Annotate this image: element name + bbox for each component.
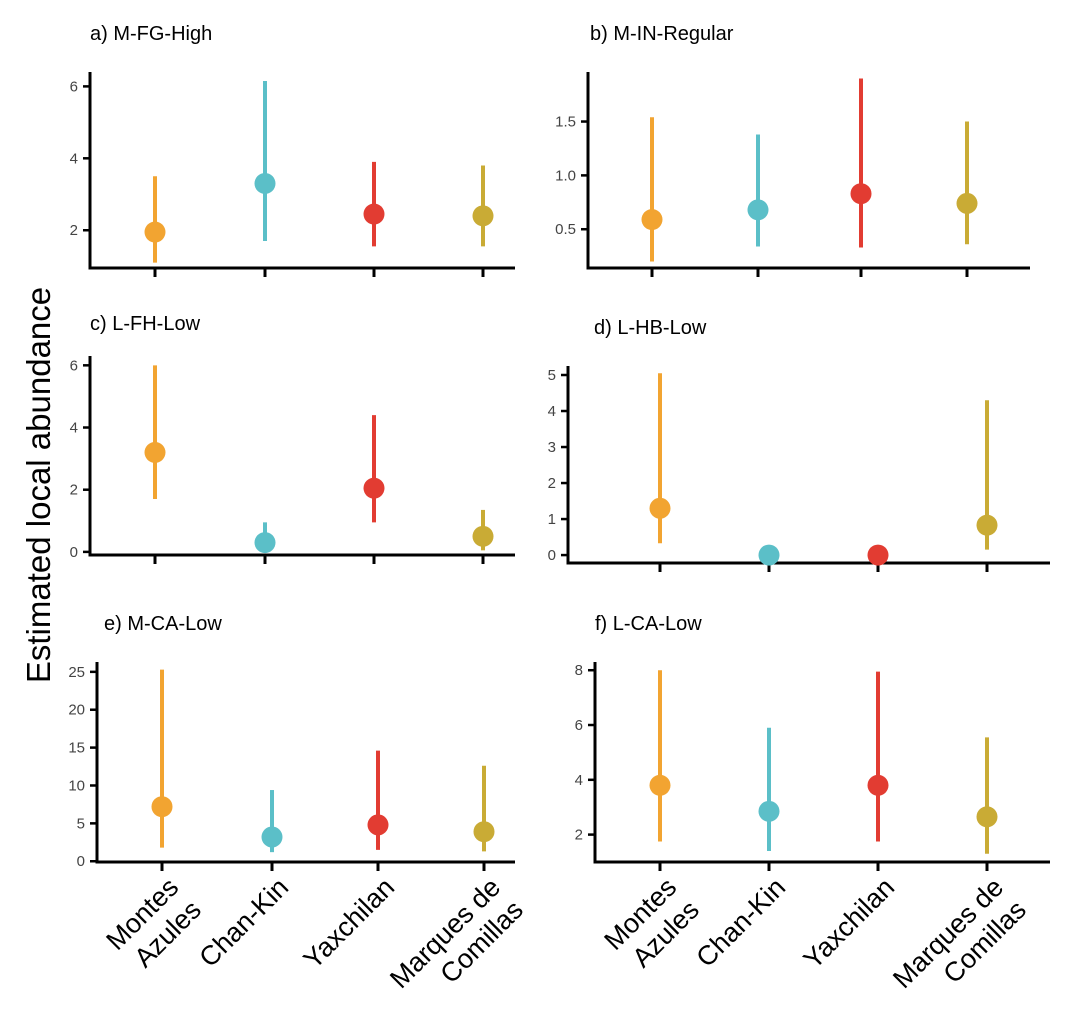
data-point xyxy=(261,826,283,848)
data-point xyxy=(254,172,276,194)
data-point xyxy=(758,800,780,822)
y-tick-label: 2 xyxy=(70,482,78,499)
data-point xyxy=(747,199,769,221)
y-tick-label: 8 xyxy=(575,662,583,679)
data-point xyxy=(144,441,166,463)
panel-title: b) M-IN-Regular xyxy=(590,23,734,45)
x-category-label: Yaxchilan xyxy=(798,872,901,975)
data-point xyxy=(850,183,872,205)
y-tick-label: 2 xyxy=(70,222,78,239)
data-point xyxy=(867,544,889,566)
y-tick-label: 2 xyxy=(575,827,583,844)
data-point xyxy=(976,514,998,536)
y-axis-label: Estimated local abundance xyxy=(20,287,57,683)
x-category-label-line: Yaxchilan xyxy=(798,872,901,975)
y-tick-label: 4 xyxy=(575,772,583,789)
y-tick-label: 15 xyxy=(68,740,85,757)
x-category-label-line: Yaxchilan xyxy=(298,872,401,975)
panel-title: d) L-HB-Low xyxy=(594,317,707,339)
data-point xyxy=(473,821,495,843)
y-tick-label: 6 xyxy=(575,717,583,734)
y-tick-label: 0 xyxy=(77,853,85,870)
y-tick-label: 0 xyxy=(70,544,78,561)
data-point xyxy=(472,205,494,227)
panel-title: a) M-FG-High xyxy=(90,23,212,45)
y-tick-label: 1.5 xyxy=(555,114,576,131)
panel-title: c) L-FH-Low xyxy=(90,313,201,335)
y-tick-label: 4 xyxy=(70,150,78,167)
x-category-label: Chan-Kin xyxy=(690,872,791,973)
data-point xyxy=(472,525,494,547)
panel-3: c) L-FH-Low 0 2 4 6 xyxy=(70,313,515,564)
x-category-label: Marques deComillas xyxy=(384,872,529,1011)
data-point xyxy=(367,814,389,836)
y-tick-label: 0.5 xyxy=(555,221,576,238)
data-point xyxy=(649,497,671,519)
y-tick-label: 10 xyxy=(68,777,85,794)
x-category-label: Chan-Kin xyxy=(193,872,294,973)
panel-1: a) M-FG-High 2 4 6 xyxy=(70,23,515,277)
panel-title: f) L-CA-Low xyxy=(595,613,702,635)
y-tick-label: 6 xyxy=(70,357,78,374)
panel-2: b) M-IN-Regular 0.5 1.0 1.5 xyxy=(555,23,1030,277)
data-point xyxy=(363,477,385,499)
y-tick-label: 25 xyxy=(68,664,85,681)
panel-4: d) L-HB-Low 0 1 2 3 4 5 xyxy=(548,317,1050,572)
y-tick-label: 0 xyxy=(548,547,556,564)
x-category-label-line: Chan-Kin xyxy=(193,872,294,973)
panel-title: e) M-CA-Low xyxy=(104,613,222,635)
x-category-label-line: Chan-Kin xyxy=(690,872,791,973)
data-point xyxy=(144,221,166,243)
x-category-label: Yaxchilan xyxy=(298,872,401,975)
y-tick-label: 5 xyxy=(548,367,556,384)
y-tick-label: 20 xyxy=(68,702,85,719)
data-point xyxy=(254,532,276,554)
data-point xyxy=(649,774,671,796)
x-category-label: MontesAzules xyxy=(100,872,206,978)
data-point xyxy=(956,192,978,214)
y-tick-label: 4 xyxy=(70,420,78,437)
data-point xyxy=(363,203,385,225)
y-tick-label: 1 xyxy=(548,511,556,528)
y-tick-label: 2 xyxy=(548,475,556,492)
y-tick-label: 5 xyxy=(77,815,85,832)
y-tick-label: 3 xyxy=(548,439,556,456)
panel-5: e) M-CA-Low 0 5 10 15 20 25 MontesAzulesChan-Ki… xyxy=(68,613,529,1011)
x-category-label: Marques deComillas xyxy=(887,872,1032,1011)
y-tick-label: 1.0 xyxy=(555,167,576,184)
data-point xyxy=(641,209,663,231)
y-tick-label: 6 xyxy=(70,78,78,95)
x-category-label: MontesAzules xyxy=(598,872,704,978)
data-point xyxy=(867,774,889,796)
y-tick-label: 4 xyxy=(548,403,556,420)
panels: a) M-FG-High 2 4 6 b) M-IN-Regular 0.5 1.0 1.5 c… xyxy=(68,23,1050,1011)
data-point xyxy=(758,544,780,566)
data-point xyxy=(976,806,998,828)
data-point xyxy=(151,796,173,818)
